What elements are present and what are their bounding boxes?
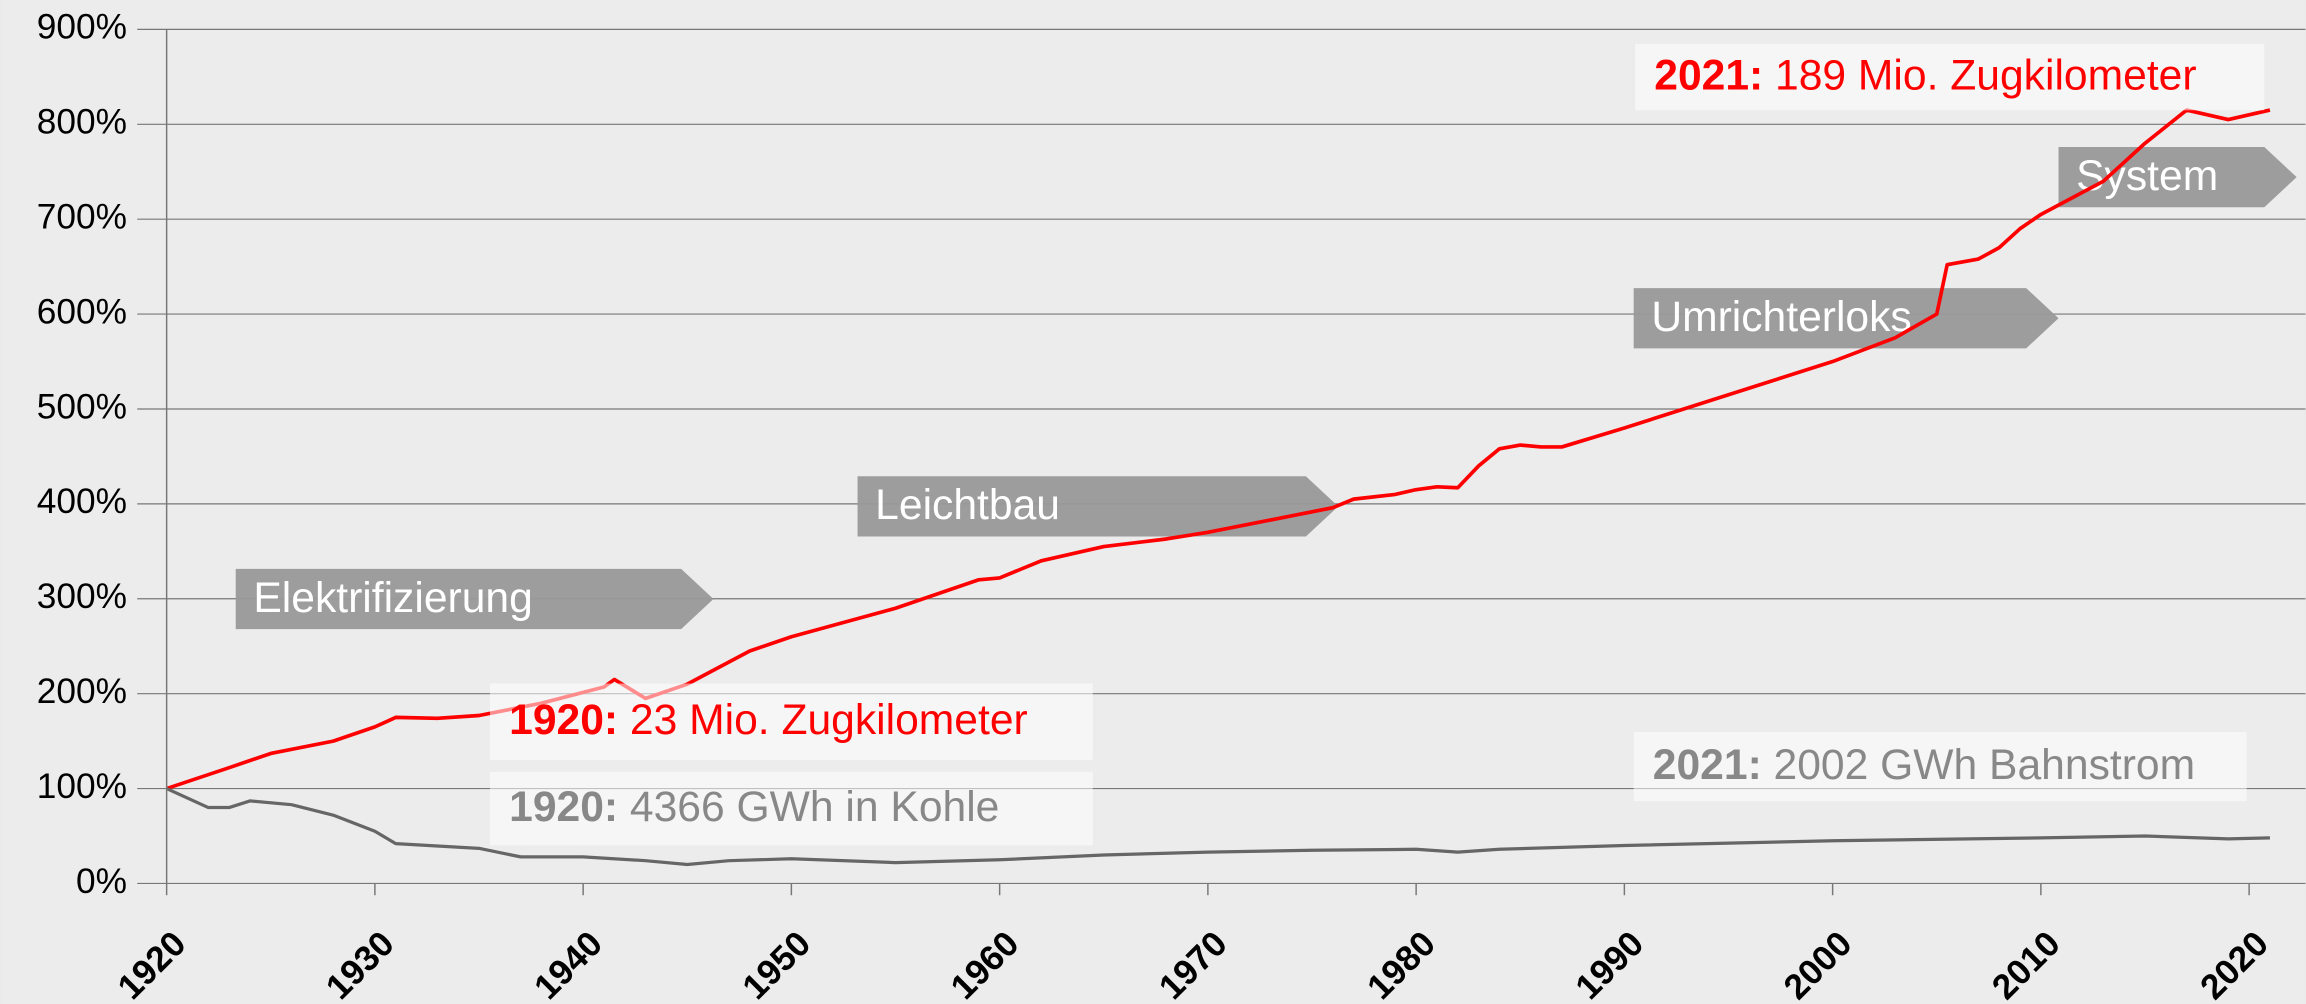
phase-label: Elektrifizierung: [253, 574, 532, 622]
y-tick-label: 600%: [37, 292, 127, 331]
y-tick-label: 400%: [37, 482, 127, 521]
phase-label: Umrichterloks: [1651, 293, 1911, 341]
phase-label: System: [2076, 152, 2218, 200]
label-box: [1633, 732, 2247, 802]
annotation-text: 23 Mio. Zugkilometer: [630, 696, 1028, 744]
annotation-bold: 1920:: [509, 696, 618, 744]
y-tick-label: 900%: [37, 8, 127, 47]
series-line: [165, 787, 2270, 867]
phase-arrow: [2058, 146, 2297, 208]
annotation-text: 4366 GWh in Kohle: [630, 783, 1000, 831]
y-tick-label: 300%: [37, 577, 127, 616]
phase-arrow: [857, 476, 1339, 537]
label-box: [490, 683, 1093, 760]
annotation-text: 189 Mio. Zugkilometer: [1775, 52, 2197, 100]
annotation-bold: 2021:: [1654, 52, 1763, 100]
phase-arrow: [235, 568, 714, 630]
annotation: 2021: 189 Mio. Zugkilometer: [1654, 52, 2196, 100]
annotation: 2021: 2002 GWh Bahnstrom: [1653, 741, 2195, 789]
annotation: 1920: 4366 GWh in Kohle: [509, 783, 999, 831]
annotation-text: 2002 GWh Bahnstrom: [1774, 741, 2196, 789]
y-tick-label: 200%: [37, 672, 127, 711]
annotation-bold: 2021:: [1653, 741, 1762, 789]
phases: Elektrifizierung Leichtbau Umrichterloks Sy…: [235, 146, 2297, 630]
phase-arrow: [1633, 288, 2059, 349]
annotation-bold: 1920:: [509, 783, 618, 831]
y-tick-label: 100%: [37, 767, 127, 806]
label-box: [490, 771, 1093, 846]
phase-label: Leichtbau: [875, 481, 1060, 529]
y-tick-label: 800%: [37, 103, 127, 142]
label-box: [1635, 44, 2265, 111]
y-tick-label: 700%: [37, 198, 127, 237]
annotation: 1920: 23 Mio. Zugkilometer: [509, 696, 1028, 744]
y-tick-label: 0%: [76, 862, 127, 901]
y-tick-label: 500%: [37, 387, 127, 426]
